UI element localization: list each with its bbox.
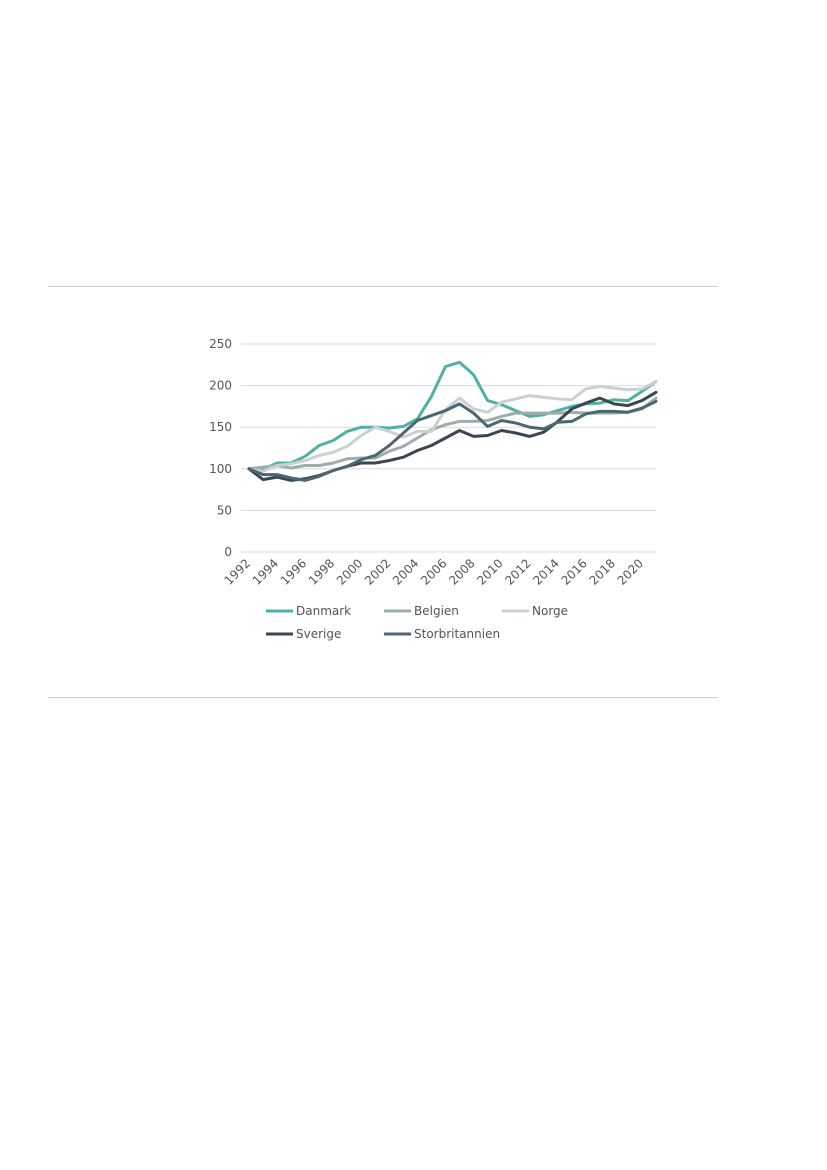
x-tick-label: 2018 bbox=[587, 556, 618, 587]
y-tick-label: 150 bbox=[209, 420, 232, 434]
x-tick-label: 1998 bbox=[306, 556, 337, 587]
y-tick-label: 100 bbox=[209, 462, 232, 476]
legend: Danmark Belgien Norge Sverige Storbritannien bbox=[266, 604, 568, 641]
x-tick-label: 2006 bbox=[418, 556, 449, 587]
x-tick-label: 1992 bbox=[222, 556, 253, 587]
legend-label-sverige: Sverige bbox=[296, 627, 341, 641]
y-tick-label: 0 bbox=[224, 545, 232, 559]
series-lines bbox=[247, 360, 658, 482]
legend-label-storbritannien: Storbritannien bbox=[414, 627, 500, 641]
series-line-storbritannien bbox=[247, 399, 658, 482]
x-tick-label: 2010 bbox=[474, 556, 505, 587]
y-tick-label: 250 bbox=[209, 337, 232, 351]
legend-label-danmark: Danmark bbox=[296, 604, 351, 618]
x-axis-ticks: 1992199419961998200020022004200620082010… bbox=[222, 556, 646, 587]
series-line-norge bbox=[247, 379, 658, 473]
top-divider bbox=[48, 286, 718, 287]
line-chart: 0 50 100 150 200 250 199219941996199820002002… bbox=[209, 337, 658, 641]
x-tick-label: 1994 bbox=[250, 556, 281, 587]
series-line-danmark bbox=[247, 360, 658, 472]
y-tick-label: 200 bbox=[209, 379, 232, 393]
x-tick-label: 2012 bbox=[502, 556, 533, 587]
x-tick-label: 2002 bbox=[362, 556, 393, 587]
legend-label-norge: Norge bbox=[532, 604, 568, 618]
x-tick-label: 2008 bbox=[446, 556, 477, 587]
bottom-divider bbox=[48, 697, 718, 698]
x-tick-label: 2014 bbox=[530, 556, 561, 587]
gridlines bbox=[241, 343, 656, 553]
y-axis-ticks: 0 50 100 150 200 250 bbox=[209, 337, 232, 559]
x-tick-label: 2000 bbox=[334, 556, 365, 587]
x-tick-label: 2020 bbox=[615, 556, 646, 587]
x-tick-label: 1996 bbox=[278, 556, 309, 587]
legend-label-belgien: Belgien bbox=[414, 604, 459, 618]
y-tick-label: 50 bbox=[217, 503, 232, 517]
x-tick-label: 2016 bbox=[558, 556, 589, 587]
x-tick-label: 2004 bbox=[390, 556, 421, 587]
